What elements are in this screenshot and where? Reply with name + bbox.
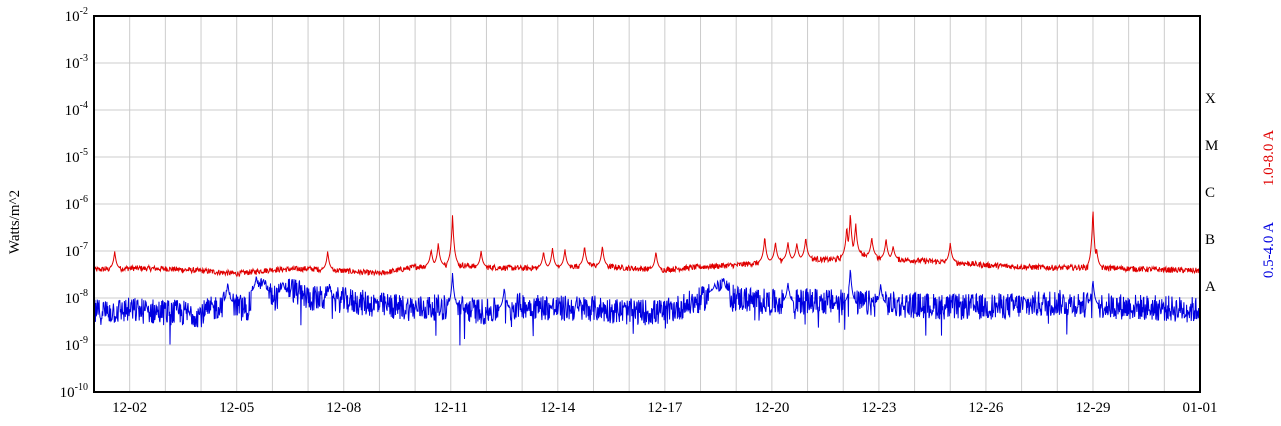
x-tick-label: 12-17 — [647, 400, 682, 416]
y-tick-label: 10-4 — [65, 100, 88, 119]
y-tick-label: 10-8 — [65, 288, 88, 307]
plot-frame — [93, 15, 1201, 393]
flare-class-label: A — [1205, 279, 1216, 295]
grid-lines — [94, 16, 1200, 392]
flare-class-labels: X M C B A — [1205, 91, 1218, 295]
x-tick-label: 12-23 — [861, 400, 896, 416]
x-tick-label: 12-14 — [540, 400, 575, 416]
x-tick-label: 12-08 — [326, 400, 361, 416]
y-tick-label: 10-9 — [65, 335, 88, 354]
series-line-short-wavelength — [93, 269, 1201, 346]
x-tick-label: 12-29 — [1075, 400, 1110, 416]
series-label-short-wavelength: 0.5-4.0 A — [1261, 222, 1277, 278]
flare-class-label: B — [1205, 232, 1215, 248]
series-line-long-wavelength — [93, 211, 1201, 278]
x-tick-label: 01-01 — [1183, 400, 1218, 416]
y-tick-label: 10-6 — [65, 194, 88, 213]
x-tick-labels: 12-02 12-05 12-08 12-11 12-14 12-17 12-20 12-23… — [112, 400, 1217, 416]
y-tick-label: 10-3 — [65, 53, 88, 72]
y-tick-label: 10-5 — [65, 147, 88, 166]
y-tick-labels: 10-2 10-3 10-4 10-5 10-6 10-7 10-8 10-9 10-10 — [60, 6, 88, 401]
y-tick-label: 10-2 — [65, 6, 88, 25]
flare-class-label: X — [1205, 91, 1216, 107]
x-tick-label: 12-20 — [754, 400, 789, 416]
x-tick-label: 12-02 — [112, 400, 147, 416]
y-axis-title: Watts/m^2 — [7, 190, 23, 254]
flare-class-label: M — [1205, 138, 1218, 154]
y-tick-label: 10-10 — [60, 382, 88, 401]
x-tick-label: 12-05 — [219, 400, 254, 416]
x-tick-label: 12-11 — [434, 400, 468, 416]
flare-class-label: C — [1205, 185, 1215, 201]
series-layer — [93, 211, 1201, 346]
series-label-long-wavelength: 1.0-8.0 A — [1261, 130, 1277, 186]
y-tick-label: 10-7 — [65, 241, 88, 260]
x-tick-label: 12-26 — [968, 400, 1003, 416]
